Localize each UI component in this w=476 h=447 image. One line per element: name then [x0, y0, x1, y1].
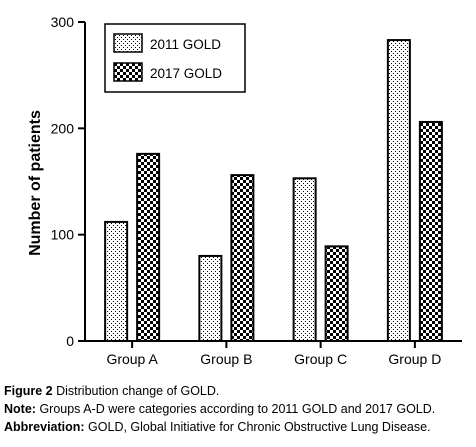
note-text: Groups A-D were categories according to … — [39, 402, 436, 416]
legend: 2011 GOLD 2017 GOLD — [104, 23, 246, 93]
abbreviation-label: Abbreviation: — [4, 420, 85, 434]
y-axis-label: Number of patients — [27, 110, 44, 256]
legend-swatch-2017 — [113, 62, 143, 82]
x-tick-label: Group D — [388, 351, 441, 367]
abbreviation-text: GOLD, Global Initiative for Chronic Obst… — [88, 420, 431, 434]
figure-text: Distribution change of GOLD. — [56, 384, 220, 398]
figure-caption: Figure 2 Distribution change of GOLD. — [4, 383, 472, 399]
legend-label-2011: 2011 GOLD — [150, 37, 221, 52]
x-axis-ticks: Group A Group B Group C Group D — [106, 341, 441, 367]
y-tick-label: 300 — [51, 14, 75, 30]
y-axis-ticks: 0 100 200 300 — [51, 14, 85, 349]
bar-group-b-2011-gold — [198, 254, 223, 342]
x-tick-label: Group A — [106, 351, 158, 367]
legend-swatch-2011 — [113, 33, 143, 53]
bar-group-b-2017-gold — [230, 174, 255, 342]
bar-group-a-2017-gold — [136, 152, 161, 342]
note-label: Note: — [4, 402, 36, 416]
bar-group-c-2017-gold — [324, 245, 349, 342]
y-tick-label: 200 — [51, 120, 75, 136]
y-tick-label: 100 — [51, 227, 75, 243]
figure-note: Note: Groups A-D were categories accordi… — [4, 401, 472, 417]
legend-label-2017: 2017 GOLD — [150, 66, 222, 81]
bar-group-d-2017-gold — [418, 120, 443, 342]
figure-label: Figure 2 — [4, 384, 53, 398]
bar-group-d-2011-gold — [386, 39, 411, 343]
x-tick-label: Group C — [294, 351, 347, 367]
bar-group-c-2011-gold — [292, 177, 317, 342]
bar-group-a-2011-gold — [104, 220, 129, 342]
y-tick-label: 0 — [66, 333, 74, 349]
x-tick-label: Group B — [200, 351, 252, 367]
figure-abbreviation: Abbreviation: GOLD, Global Initiative fo… — [4, 419, 472, 435]
